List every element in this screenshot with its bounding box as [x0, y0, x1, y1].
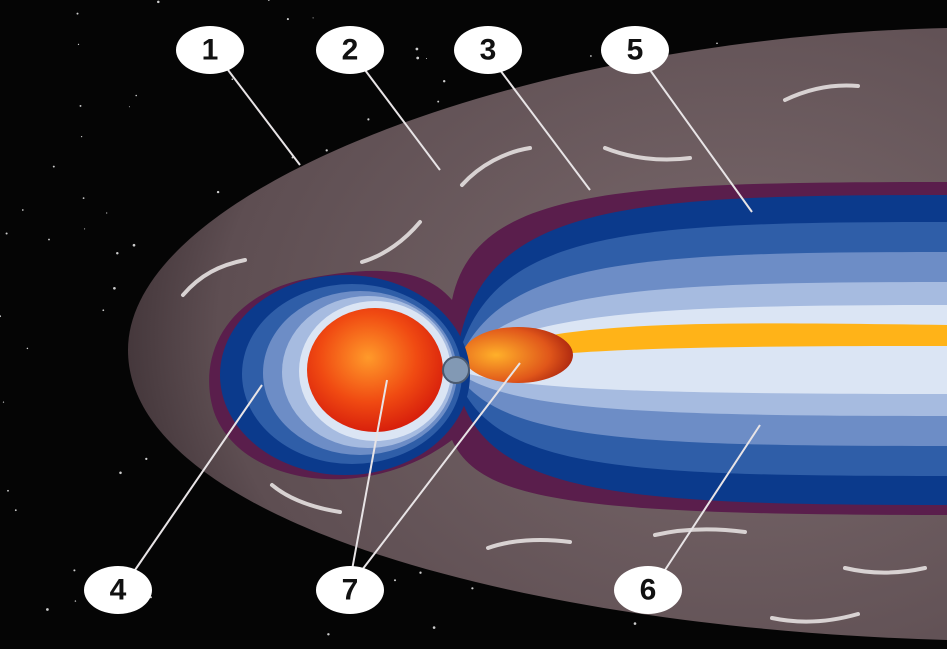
label-badge: [316, 566, 384, 614]
radiation-belt: [307, 308, 443, 432]
pointer-line: [227, 69, 301, 166]
star: [46, 608, 49, 611]
pointer-line: [649, 69, 753, 213]
outer-belt-tail: [463, 327, 573, 383]
star: [633, 622, 637, 625]
star: [216, 190, 220, 194]
labels: 1 2 3 4 5 6 7: [84, 26, 682, 614]
flow-arrows: [181, 83, 927, 624]
star: [432, 626, 436, 629]
star: [367, 118, 370, 121]
pointers: [134, 69, 761, 571]
star: [325, 149, 328, 152]
star: [437, 100, 440, 103]
star: [26, 347, 29, 350]
star: [590, 55, 592, 57]
star: [157, 0, 160, 4]
plasma-sheet: [460, 323, 947, 368]
flow-arrow: [603, 146, 692, 162]
pointer-line: [134, 384, 263, 571]
label-badge: [614, 566, 682, 614]
label-badge: [176, 26, 244, 74]
star: [327, 633, 330, 636]
flow-arrow: [486, 538, 572, 550]
star: [14, 509, 17, 512]
star: [116, 252, 119, 255]
star: [145, 457, 148, 461]
star: [73, 569, 76, 572]
star: [425, 57, 428, 60]
star: [102, 309, 105, 312]
star: [128, 106, 130, 108]
pointer-line: [664, 424, 761, 571]
flow-arrow: [843, 566, 927, 575]
star: [82, 197, 85, 199]
star: [471, 587, 474, 590]
label: 5: [627, 34, 644, 67]
pointer-line: [364, 69, 441, 171]
label-badge: [601, 26, 669, 74]
star: [416, 56, 420, 60]
pointer-line: [351, 379, 388, 571]
label: 3: [480, 34, 497, 67]
star: [52, 165, 55, 168]
star: [286, 18, 289, 21]
star: [0, 315, 2, 318]
dayside-layers: [220, 275, 470, 475]
star: [84, 228, 86, 230]
label: 2: [342, 34, 359, 67]
star: [716, 42, 718, 45]
star: [231, 78, 234, 80]
star: [76, 12, 79, 15]
pointer-line: [361, 362, 521, 571]
star: [48, 238, 50, 241]
star: [132, 243, 136, 247]
flow-arrow: [770, 612, 860, 624]
star: [442, 79, 446, 83]
star: [2, 401, 5, 403]
star: [106, 212, 108, 214]
star: [74, 600, 77, 602]
star: [113, 286, 116, 290]
magnetotail: [455, 195, 947, 505]
flow-arrow: [270, 483, 342, 514]
label: 1: [202, 34, 219, 67]
label: 4: [110, 574, 127, 607]
star: [21, 209, 24, 211]
flow-arrow: [460, 146, 532, 187]
label-badge: [316, 26, 384, 74]
earth: [442, 356, 470, 384]
label: 7: [342, 574, 359, 607]
star: [77, 43, 80, 46]
star: [119, 471, 122, 475]
star: [419, 571, 422, 574]
star: [79, 104, 82, 107]
star: [415, 47, 419, 51]
flow-arrow: [360, 220, 422, 264]
pointer-line: [499, 69, 591, 191]
star: [267, 0, 270, 1]
star: [312, 17, 314, 19]
flow-arrow: [783, 83, 860, 102]
star: [393, 579, 397, 582]
label: 6: [640, 574, 657, 607]
flow-arrow: [181, 258, 247, 297]
label-badge: [84, 566, 152, 614]
flow-arrow: [653, 527, 747, 537]
star: [80, 135, 83, 138]
label-badge: [454, 26, 522, 74]
star: [135, 94, 137, 97]
star: [7, 489, 9, 492]
star: [5, 232, 8, 235]
